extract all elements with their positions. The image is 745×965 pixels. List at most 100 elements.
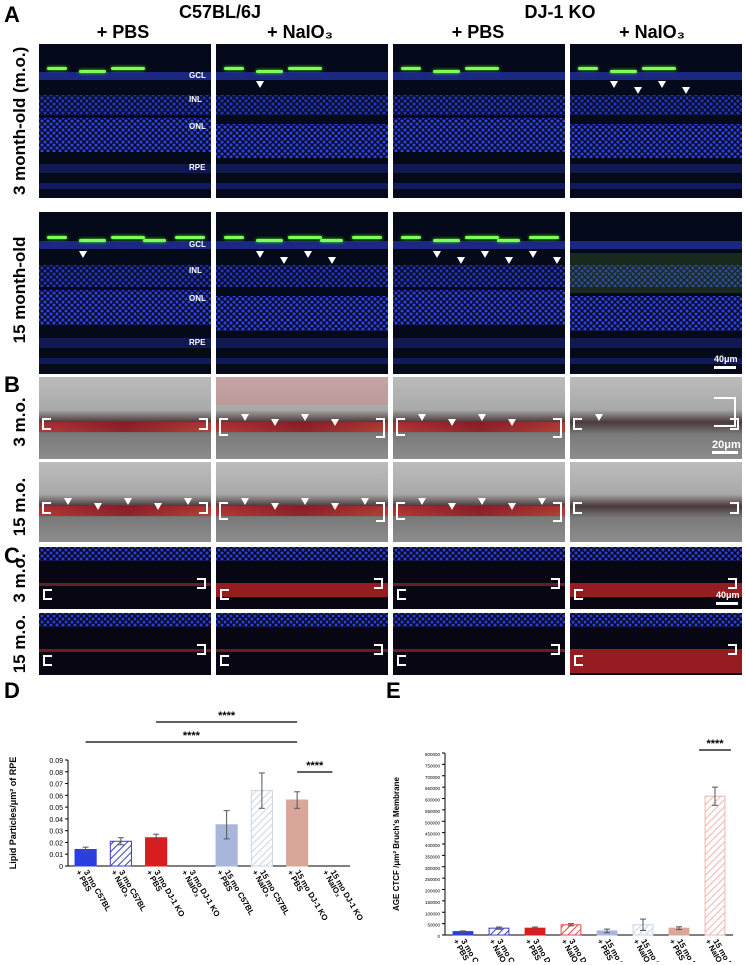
panel-b-image-r1-c1 <box>39 377 211 459</box>
panel-c-image-r1-c4: 40μm <box>570 547 742 609</box>
gfp-signal <box>256 70 283 74</box>
bracket-left-icon <box>219 502 228 520</box>
bar <box>145 837 168 867</box>
gcl-layer <box>216 71 388 80</box>
gfp-signal <box>352 236 382 240</box>
gfp-signal <box>578 67 598 71</box>
arrowhead-icon <box>529 250 537 258</box>
layer-label: RPE <box>189 163 206 173</box>
lipid-red-band <box>39 506 211 516</box>
layer-label: ONL <box>189 121 206 131</box>
arrowhead-icon <box>154 503 162 510</box>
bracket-right-icon <box>553 502 562 522</box>
panel-letter-a: A <box>4 2 20 27</box>
arrowhead-icon <box>595 414 603 421</box>
bracket-large-icon <box>714 397 736 427</box>
bracket-right-icon <box>197 644 206 655</box>
onl-layer <box>39 117 211 152</box>
arrowhead-icon <box>682 86 690 94</box>
arrowhead-icon <box>448 419 456 426</box>
panel-a-image-r2-c1: GCL INL ONL RPE <box>39 212 211 374</box>
scale-bar <box>712 451 738 454</box>
bracket-right-icon <box>730 502 739 514</box>
bracket-right-icon <box>199 418 208 430</box>
arrowhead-icon <box>418 414 426 421</box>
inl-layer <box>216 265 388 287</box>
bar <box>704 795 726 936</box>
choroid-layer <box>393 357 565 364</box>
nuclei-layer <box>393 613 565 627</box>
nuclei-layer <box>570 613 742 627</box>
bracket-right-icon <box>374 578 383 589</box>
arrowhead-icon <box>553 256 561 264</box>
scale-bar <box>714 366 736 369</box>
y-tick-label: 200000 <box>425 889 441 894</box>
scale-bar-label: 40μm <box>716 590 740 600</box>
bracket-left-icon <box>43 589 52 601</box>
arrowhead-icon <box>184 498 192 505</box>
arrowhead-icon <box>331 419 339 426</box>
y-tick-label: 300000 <box>425 866 441 871</box>
inl-layer <box>570 94 742 115</box>
panel-b-image-r2-c2 <box>216 462 388 542</box>
onl-layer <box>570 295 742 332</box>
arrowhead-icon <box>538 498 546 505</box>
group-label-c57: C57BL/6J <box>178 2 262 22</box>
onl-layer <box>570 123 742 158</box>
arrowhead-icon <box>478 498 486 505</box>
bracket-left-icon <box>397 655 406 667</box>
nuclei-layer <box>39 547 211 561</box>
panel-a-image-r1-c4 <box>570 44 742 198</box>
layer-label: RPE <box>189 337 206 347</box>
arrowhead-icon <box>304 250 312 258</box>
arrowhead-icon <box>331 503 339 510</box>
panel-c-image-r2-c2 <box>216 613 388 675</box>
gfp-signal <box>288 67 322 71</box>
y-tick-label: 50000 <box>427 923 440 928</box>
arrowhead-icon <box>256 250 264 258</box>
bracket-left-icon <box>574 655 583 667</box>
lipid-red-band <box>216 422 388 433</box>
age-red-signal <box>216 582 388 597</box>
gfp-signal <box>111 236 145 240</box>
bracket-right-icon <box>551 578 560 589</box>
choroid-layer <box>393 182 565 189</box>
gfp-signal <box>47 236 67 240</box>
bar <box>286 799 309 867</box>
panel-a-image-r1-c3 <box>393 44 565 198</box>
bracket-right-icon <box>199 502 208 514</box>
bracket-left-icon <box>43 655 52 667</box>
panel-a-image-r2-c2 <box>216 212 388 374</box>
y-tick-label: 400000 <box>425 843 441 848</box>
gcl-layer <box>393 71 565 80</box>
y-tick-label: 450000 <box>425 832 441 837</box>
arrowhead-icon <box>79 250 87 258</box>
arrowhead-icon <box>481 250 489 258</box>
y-tick-label: 0.04 <box>49 817 63 824</box>
y-tick-label: 0.09 <box>49 758 63 765</box>
panel-a-image-r1-c1: GCL INL ONL RPE <box>39 44 211 198</box>
panel-letter-e: E <box>386 678 401 703</box>
age-red-signal <box>393 582 565 586</box>
arrowhead-icon <box>457 256 465 264</box>
gcl-layer <box>570 71 742 80</box>
bracket-right-icon <box>728 644 737 655</box>
bracket-right-icon <box>376 418 385 438</box>
scale-bar-label: 20μm <box>712 439 741 451</box>
row-label-c-15mo: 15 m.o. <box>10 614 29 674</box>
arrowhead-icon <box>508 503 516 510</box>
arrowhead-icon <box>271 419 279 426</box>
gfp-signal <box>224 236 244 240</box>
panel-c-image-r2-c1 <box>39 613 211 675</box>
inl-layer <box>39 94 211 115</box>
arrowhead-icon <box>610 80 618 88</box>
significance-label: **** <box>183 730 201 742</box>
age-red-signal <box>39 648 211 652</box>
arrowhead-icon <box>124 498 132 505</box>
arrowhead-icon <box>418 498 426 505</box>
arrowhead-icon <box>448 503 456 510</box>
gfp-diffuse <box>570 252 742 293</box>
bracket-right-icon <box>553 418 562 438</box>
red-glow <box>216 377 388 405</box>
gfp-signal <box>111 67 145 71</box>
